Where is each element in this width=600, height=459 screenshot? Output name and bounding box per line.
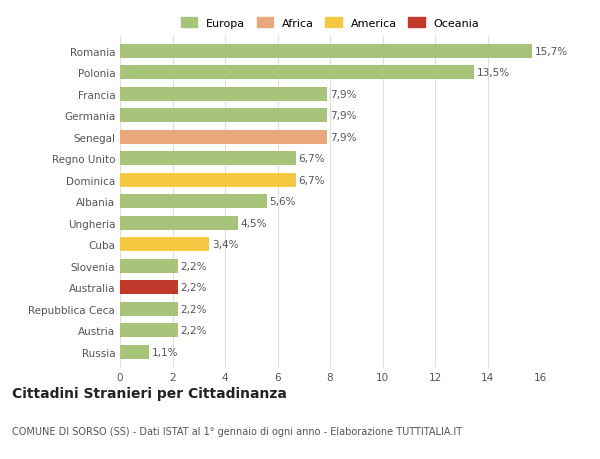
Text: Cittadini Stranieri per Cittadinanza: Cittadini Stranieri per Cittadinanza (12, 386, 287, 400)
Bar (120, 66, 475, 80)
Text: 7,9%: 7,9% (330, 111, 356, 121)
Text: 2,2%: 2,2% (181, 261, 207, 271)
Text: 1,1%: 1,1% (151, 347, 178, 357)
Text: 6,7%: 6,7% (299, 175, 325, 185)
Bar (120, 45, 532, 59)
Text: 2,2%: 2,2% (181, 304, 207, 314)
Text: 2,2%: 2,2% (181, 326, 207, 336)
Bar (120, 195, 267, 209)
Bar (120, 152, 296, 166)
Bar (120, 131, 328, 145)
Legend: Europa, Africa, America, Oceania: Europa, Africa, America, Oceania (178, 15, 482, 32)
Bar (120, 238, 209, 252)
Bar (120, 259, 178, 273)
Bar (120, 345, 149, 359)
Text: 6,7%: 6,7% (299, 154, 325, 164)
Text: 3,4%: 3,4% (212, 240, 238, 250)
Bar (120, 217, 238, 230)
Bar (120, 88, 328, 101)
Text: 5,6%: 5,6% (269, 197, 296, 207)
Bar (120, 174, 296, 187)
Bar (120, 302, 178, 316)
Text: COMUNE DI SORSO (SS) - Dati ISTAT al 1° gennaio di ogni anno - Elaborazione TUTT: COMUNE DI SORSO (SS) - Dati ISTAT al 1° … (12, 426, 462, 436)
Text: 7,9%: 7,9% (330, 90, 356, 100)
Text: 15,7%: 15,7% (535, 47, 568, 57)
Text: 13,5%: 13,5% (477, 68, 510, 78)
Bar (120, 281, 178, 295)
Text: 7,9%: 7,9% (330, 133, 356, 143)
Bar (120, 109, 328, 123)
Text: 4,5%: 4,5% (241, 218, 267, 229)
Bar (120, 324, 178, 338)
Text: 2,2%: 2,2% (181, 283, 207, 293)
